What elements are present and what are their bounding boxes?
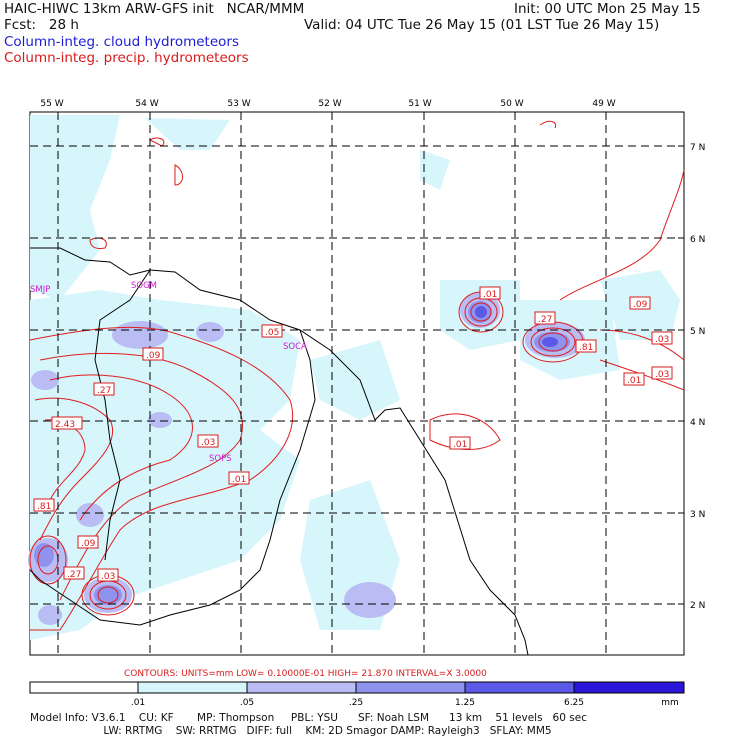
lon-label: 54 W xyxy=(135,99,158,109)
contour-labels: .01 .27 .09 .05 .03 .81 .01 .03 .01 .09 … xyxy=(33,286,673,582)
contour-label: .01 xyxy=(627,376,641,386)
lat-lon-grid xyxy=(30,112,684,655)
header-init: Init: 00 UTC Mon 25 May 15 xyxy=(514,1,701,17)
lat-label: 5 N xyxy=(690,327,705,337)
colorbar-tick: .01 xyxy=(131,698,145,708)
contour-label: .05 xyxy=(265,328,279,338)
lat-label: 2 N xyxy=(690,601,705,611)
lat-label: 6 N xyxy=(690,235,705,245)
lat-label: 7 N xyxy=(690,143,705,153)
header-title: HAIC-HIWC 13km ARW-GFS init NCAR/MMM xyxy=(4,1,305,17)
contour-label: .03 xyxy=(655,335,669,345)
contour-label: .03 xyxy=(201,438,215,448)
contour-label: .03 xyxy=(101,572,115,582)
colorbar-unit: mm xyxy=(661,698,679,708)
coastline xyxy=(29,247,529,656)
station-label: SOGM xyxy=(131,281,157,291)
lon-label: 51 W xyxy=(408,99,431,109)
contour-label: .27 xyxy=(538,315,552,325)
cloud-field-strong xyxy=(34,301,570,605)
cloud-field-core xyxy=(475,306,558,347)
colorbar-tick: .05 xyxy=(240,698,254,708)
contour-label: .81 xyxy=(579,343,593,353)
station-label: SOCA xyxy=(283,342,307,352)
header-forecast: Fcst: 28 h xyxy=(4,17,79,33)
lat-label: 3 N xyxy=(690,510,705,520)
colorbar-tick: .25 xyxy=(349,698,363,708)
lon-label: 55 W xyxy=(40,99,63,109)
axis-ticks xyxy=(57,112,684,605)
contours-info: CONTOURS: UNITS=mm LOW= 0.10000E-01 HIGH… xyxy=(124,669,487,679)
lon-label: 50 W xyxy=(500,99,523,109)
colorbar-tick: 1.25 xyxy=(455,698,475,708)
station-label: SOPS xyxy=(209,454,232,464)
model-info-line2: LW: RRTMG SW: RRTMG DIFF: full KM: 2D Sm… xyxy=(30,725,552,737)
colorbar-tick: 6.25 xyxy=(564,698,584,708)
lat-label: 4 N xyxy=(690,418,705,428)
legend-precip: Column-integ. precip. hydrometeors xyxy=(4,50,249,66)
contour-label: .03 xyxy=(655,370,669,380)
lon-label: 53 W xyxy=(227,99,250,109)
contour-label: .09 xyxy=(81,539,96,549)
header-valid: Valid: 04 UTC Tue 26 May 15 (01 LST Tue … xyxy=(304,17,660,33)
contour-label: .01 xyxy=(232,475,246,485)
contour-label: .09 xyxy=(146,351,161,361)
legend-cloud: Column-integ. cloud hydrometeors xyxy=(4,34,240,50)
model-info-line1: Model Info: V3.6.1 CU: KF MP: Thompson P… xyxy=(30,712,587,724)
contour-label: .09 xyxy=(633,300,648,310)
contour-label: .01 xyxy=(483,290,497,300)
contour-label: .27 xyxy=(97,386,111,396)
station-label: SMJP xyxy=(30,285,50,295)
lon-label: 52 W xyxy=(318,99,341,109)
contour-label: .01 xyxy=(453,440,467,450)
colorbar xyxy=(29,681,685,694)
contour-label: .81 xyxy=(37,502,51,512)
lon-label: 49 W xyxy=(592,99,615,109)
contour-label: .27 xyxy=(67,570,81,580)
contour-label: 2.43 xyxy=(55,420,75,430)
